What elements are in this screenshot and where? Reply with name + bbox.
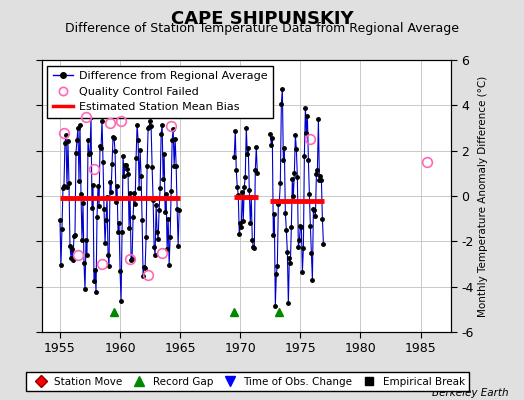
Legend: Difference from Regional Average, Quality Control Failed, Estimated Station Mean: Difference from Regional Average, Qualit… [48,66,273,118]
Text: Difference of Station Temperature Data from Regional Average: Difference of Station Temperature Data f… [65,22,459,35]
Legend: Station Move, Record Gap, Time of Obs. Change, Empirical Break: Station Move, Record Gap, Time of Obs. C… [26,372,469,391]
Text: Berkeley Earth: Berkeley Earth [432,388,508,398]
Text: CAPE SHIPUNSKIY: CAPE SHIPUNSKIY [171,10,353,28]
Y-axis label: Monthly Temperature Anomaly Difference (°C): Monthly Temperature Anomaly Difference (… [477,75,488,317]
